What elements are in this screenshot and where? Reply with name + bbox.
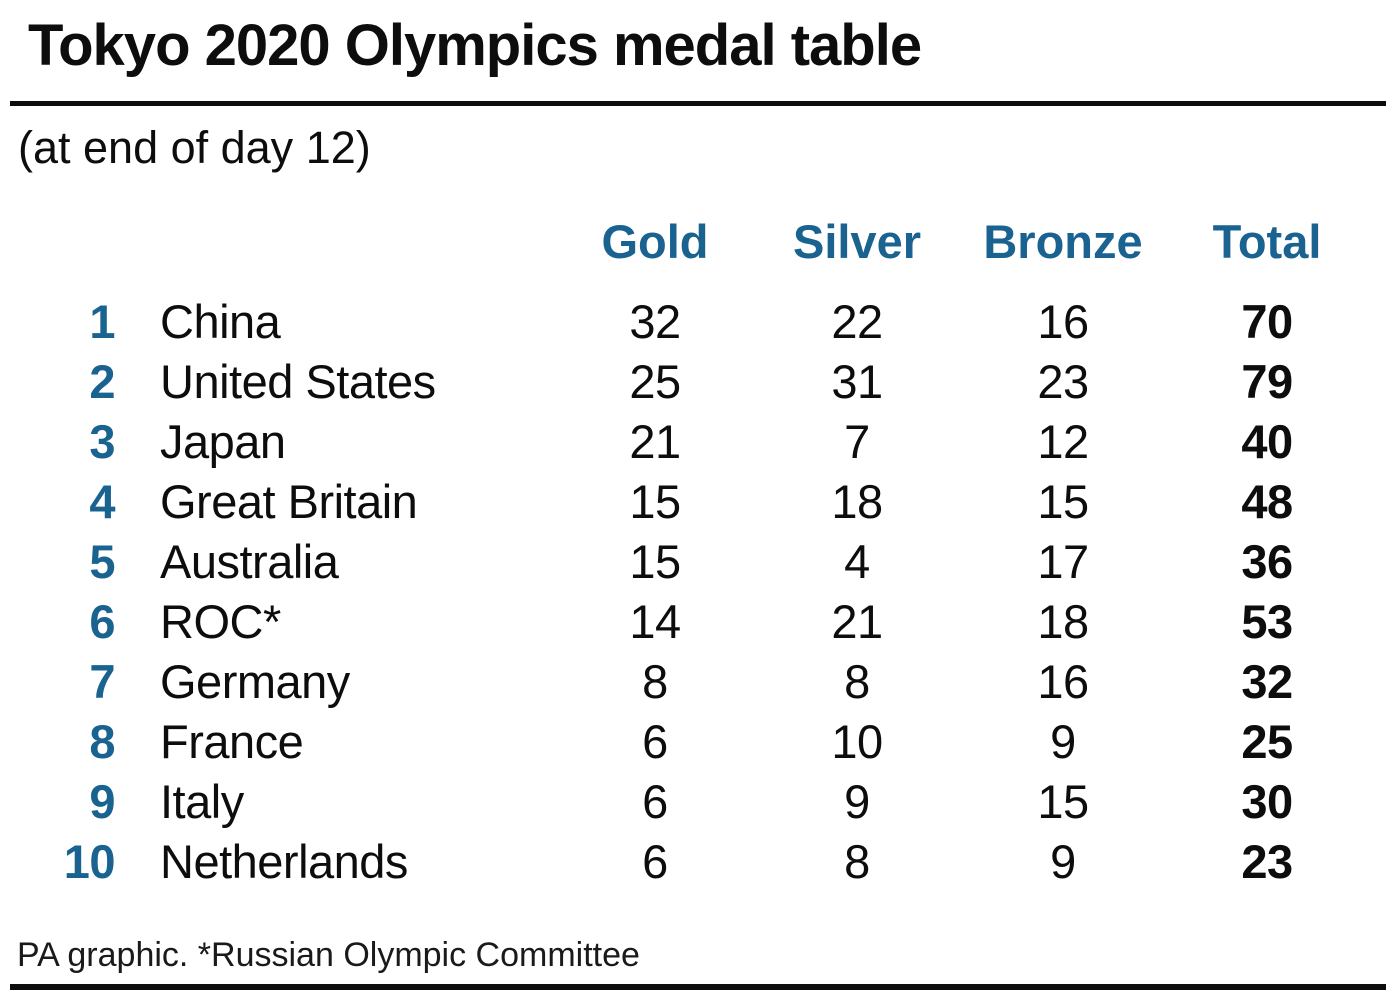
total-cell: 25	[1241, 715, 1293, 768]
footer-credit: PA graphic. *Russian Olympic Committee	[17, 936, 640, 974]
country-cell: ROC*	[160, 595, 281, 648]
total-cell: 23	[1241, 835, 1293, 888]
country-cell: Netherlands	[160, 835, 408, 888]
gold-cell: 6	[642, 775, 668, 828]
gold-cell: 15	[629, 475, 681, 528]
rank-cell: 6	[89, 595, 115, 648]
title-divider	[10, 101, 1386, 106]
country-cell: France	[160, 715, 304, 768]
table-row: 7 Germany 8 8 16 32	[20, 652, 1397, 712]
country-cell: Australia	[160, 535, 339, 588]
table-row: 10 Netherlands 6 8 9 23	[20, 832, 1397, 892]
rank-cell: 8	[89, 715, 115, 768]
bronze-cell: 17	[1037, 535, 1089, 588]
page-title: Tokyo 2020 Olympics medal table	[28, 13, 922, 78]
silver-cell: 4	[844, 535, 870, 588]
bronze-cell: 15	[1037, 475, 1089, 528]
bronze-cell: 18	[1037, 595, 1089, 648]
gold-cell: 14	[629, 595, 681, 648]
table-body: 1 China 32 22 16 70 2 United States 25 3…	[0, 292, 1397, 892]
country-cell: United States	[160, 355, 436, 408]
silver-cell: 21	[831, 595, 883, 648]
country-cell: Italy	[160, 775, 244, 828]
column-header-silver: Silver	[792, 215, 922, 268]
table-row: 3 Japan 21 7 12 40	[20, 412, 1397, 472]
country-cell: Great Britain	[160, 475, 418, 528]
silver-cell: 31	[831, 355, 883, 408]
column-header-bronze: Bronze	[983, 215, 1143, 268]
silver-cell: 9	[844, 775, 870, 828]
rank-cell: 9	[89, 775, 115, 828]
bronze-cell: 23	[1037, 355, 1089, 408]
table-row: 9 Italy 6 9 15 30	[20, 772, 1397, 832]
bronze-cell: 9	[1050, 835, 1076, 888]
rank-cell: 5	[89, 535, 115, 588]
silver-cell: 7	[844, 415, 870, 468]
silver-cell: 8	[844, 655, 870, 708]
total-cell: 30	[1241, 775, 1293, 828]
total-cell: 32	[1241, 655, 1293, 708]
gold-cell: 6	[642, 715, 668, 768]
gold-cell: 8	[642, 655, 668, 708]
bronze-cell: 9	[1050, 715, 1076, 768]
total-cell: 48	[1241, 475, 1293, 528]
column-header-gold: Gold	[601, 215, 709, 268]
silver-cell: 8	[844, 835, 870, 888]
silver-cell: 18	[831, 475, 883, 528]
total-cell: 79	[1241, 355, 1293, 408]
header-country-spacer	[115, 212, 555, 272]
total-cell: 53	[1241, 595, 1293, 648]
rank-cell: 1	[89, 295, 115, 348]
bronze-cell: 16	[1037, 295, 1089, 348]
gold-cell: 15	[629, 535, 681, 588]
rank-cell: 4	[89, 475, 115, 528]
total-cell: 40	[1241, 415, 1293, 468]
country-cell: Japan	[160, 415, 286, 468]
total-cell: 36	[1241, 535, 1293, 588]
rank-cell: 3	[89, 415, 115, 468]
country-cell: China	[160, 295, 281, 348]
table-row: 8 France 6 10 9 25	[20, 712, 1397, 772]
bottom-divider	[10, 984, 1386, 990]
rank-cell: 7	[89, 655, 115, 708]
table-row: 1 China 32 22 16 70	[20, 292, 1397, 352]
gold-cell: 32	[629, 295, 681, 348]
country-cell: Germany	[160, 655, 350, 708]
bronze-cell: 12	[1037, 415, 1089, 468]
silver-cell: 22	[831, 295, 883, 348]
subtitle: (at end of day 12)	[18, 122, 371, 173]
column-header-total: Total	[1212, 215, 1322, 268]
table-row: 6 ROC* 14 21 18 53	[20, 592, 1397, 652]
silver-cell: 10	[831, 715, 883, 768]
bronze-cell: 16	[1037, 655, 1089, 708]
table-row: 5 Australia 15 4 17 36	[20, 532, 1397, 592]
bronze-cell: 15	[1037, 775, 1089, 828]
table-row: 4 Great Britain 15 18 15 48	[20, 472, 1397, 532]
header-rank-spacer	[20, 212, 115, 272]
table-header-row: Gold Silver Bronze Total	[20, 212, 1367, 272]
gold-cell: 6	[642, 835, 668, 888]
gold-cell: 25	[629, 355, 681, 408]
total-cell: 70	[1241, 295, 1293, 348]
gold-cell: 21	[629, 415, 681, 468]
table-row: 2 United States 25 31 23 79	[20, 352, 1397, 412]
rank-cell: 10	[63, 835, 116, 888]
rank-cell: 2	[89, 355, 115, 408]
